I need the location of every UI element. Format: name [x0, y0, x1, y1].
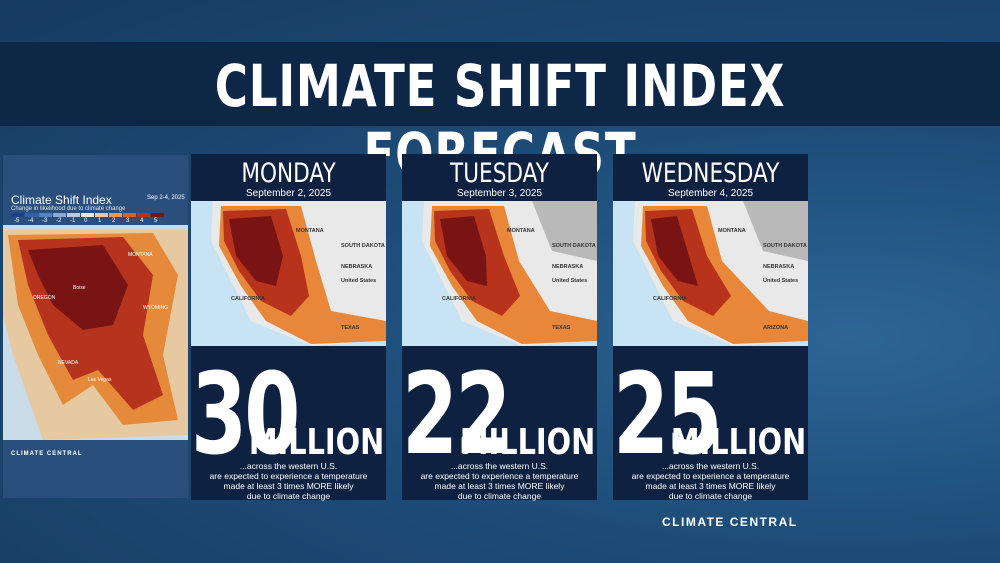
legend-swatch	[53, 213, 66, 217]
legend-label: 3	[126, 218, 130, 224]
map-label: SOUTH DAKOTA	[763, 243, 807, 249]
description-line: made at least 3 times MORE likely	[434, 481, 565, 491]
day: TUESDAY	[450, 158, 549, 189]
map-label: WYOMING	[143, 305, 168, 311]
map	[191, 201, 386, 346]
legend-swatch	[109, 213, 122, 217]
legend-label: 1	[98, 218, 102, 224]
map-label: NEBRASKA	[341, 264, 373, 270]
map-label: CALIFORNIA	[653, 296, 687, 302]
legend-label: -2	[56, 218, 62, 224]
description-line: due to climate change	[668, 491, 753, 501]
big-number: 25	[613, 350, 722, 480]
description-line: made at least 3 times MORE likely	[223, 481, 354, 491]
brand: CLIMATE CENTRAL	[11, 451, 83, 457]
description-line: due to climate change	[457, 491, 542, 501]
forecast-card: WEDNESDAY September 4, 2025 MONTANA SOUTH …	[613, 154, 808, 501]
description-line: ...across the western U.S.	[239, 461, 338, 471]
legend-label: -5	[14, 218, 20, 224]
description-line: made at least 3 times MORE likely	[645, 481, 776, 491]
map-label: United States	[552, 278, 588, 284]
map-label: MONTANA	[128, 252, 153, 258]
map-label: NEBRASKA	[552, 264, 584, 270]
map-label: TEXAS	[552, 325, 571, 331]
number-unit: MILLION	[248, 422, 384, 463]
forecast-card: MONDAY September 2, 2025 MONTANA SOUTH DAK…	[191, 154, 386, 501]
date: September 3, 2025	[456, 188, 543, 199]
map-labels: MONTANA SOUTH DAKOTA NEBRASKA United States…	[613, 201, 808, 346]
map-label: SOUTH DAKOTA	[341, 243, 385, 249]
number-unit: MILLION	[670, 422, 806, 463]
legend: -5 -4 -3 -2 -1 0 1 2 3 4 5	[11, 213, 164, 225]
legend-swatch	[81, 213, 94, 217]
overview-map-panel: Climate Shift Index Change in likelihood…	[3, 155, 188, 498]
map-label: SOUTH DAKOTA	[552, 243, 596, 249]
map-label: Las Vegas	[88, 377, 112, 383]
legend-label: -4	[28, 218, 34, 224]
legend-swatch	[95, 213, 108, 217]
map-label: MONTANA	[507, 228, 535, 234]
map	[402, 201, 597, 346]
map-label: TEXAS	[341, 325, 360, 331]
description-line: ...across the western U.S.	[661, 461, 760, 471]
description-line: are expected to experience a temperature	[420, 471, 579, 481]
legend-swatch	[151, 213, 164, 217]
legend-swatch	[25, 213, 38, 217]
legend-label: 4	[140, 218, 144, 224]
legend-swatch	[123, 213, 136, 217]
description-line: due to climate change	[246, 491, 331, 501]
map-dates: Sep 2-4, 2025	[147, 195, 185, 201]
legend-label: 0	[84, 218, 88, 224]
day: WEDNESDAY	[641, 158, 780, 189]
legend-label: 2	[112, 218, 116, 224]
description-line: are expected to experience a temperature	[631, 471, 790, 481]
forecast-card: TUESDAY September 3, 2025 MONTANA SOUTH DA…	[402, 154, 597, 501]
map-label: United States	[341, 278, 377, 284]
map-label: CALIFORNIA	[442, 296, 476, 302]
date: September 4, 2025	[667, 188, 754, 199]
overview-map	[3, 225, 188, 440]
day: MONDAY	[241, 158, 336, 189]
legend-swatch	[39, 213, 52, 217]
legend-label: -3	[42, 218, 48, 224]
date: September 2, 2025	[245, 188, 332, 199]
map-title: Climate Shift Index	[11, 193, 112, 207]
map-labels: MONTANA SOUTH DAKOTA NEBRASKA United States…	[402, 201, 597, 346]
description-line: ...across the western U.S.	[450, 461, 549, 471]
map-subtitle: Change in likelihood due to climate chan…	[11, 206, 126, 212]
map-label: ARIZONA	[763, 325, 789, 331]
legend-label: -1	[70, 218, 76, 224]
number-unit: MILLION	[459, 422, 595, 463]
map-label: MONTANA	[718, 228, 746, 234]
map-label: NEVADA	[58, 360, 79, 366]
title-band	[0, 42, 1000, 126]
legend-swatch	[137, 213, 150, 217]
big-number: 30	[191, 350, 300, 480]
map-label: CALIFORNIA	[231, 296, 265, 302]
map-label: United States	[763, 278, 799, 284]
map-label: NEBRASKA	[763, 264, 795, 270]
brand: CLIMATE CENTRAL	[662, 515, 798, 529]
legend-swatch	[11, 213, 24, 217]
description-line: are expected to experience a temperature	[209, 471, 368, 481]
map-label: OREGON	[33, 295, 56, 301]
map-labels: MONTANA SOUTH DAKOTA NEBRASKA United States…	[191, 201, 386, 346]
map-label: MONTANA	[296, 228, 324, 234]
map	[613, 201, 808, 346]
legend-label: 5	[154, 218, 158, 224]
map-label: Boise	[73, 285, 86, 291]
big-number: 22	[402, 350, 511, 480]
legend-swatch	[67, 213, 80, 217]
